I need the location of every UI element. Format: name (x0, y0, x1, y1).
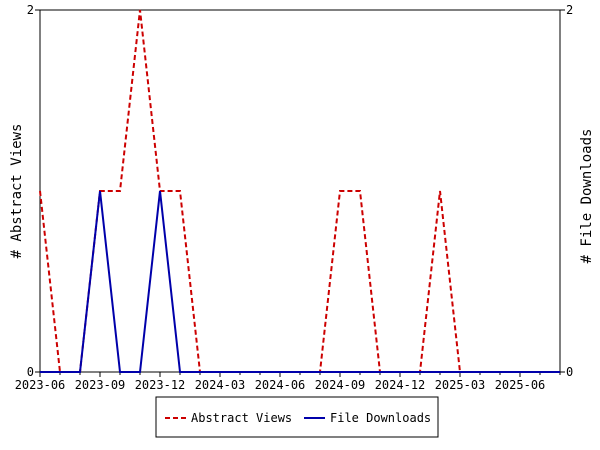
x-tick-label: 2025-03 (435, 378, 486, 392)
y-axis-right-title: # File Downloads (579, 129, 595, 264)
x-tick-label: 2024-06 (255, 378, 306, 392)
y-axis-ticks: 0 2 0 2 (27, 3, 573, 379)
series-line-abstract-views (39, 9, 560, 373)
x-axis-ticks: 2023-06 2023-09 2023-12 2024-03 2024-06 2024-… (15, 372, 561, 392)
y-left-tick-label: 2 (27, 3, 34, 17)
x-tick-label: 2024-12 (375, 378, 426, 392)
legend-label-abstract-views: Abstract Views (191, 411, 292, 425)
legend-box (155, 396, 439, 438)
x-tick-label: 2023-12 (135, 378, 186, 392)
y-left-tick-label: 0 (27, 365, 34, 379)
x-tick-label: 2023-09 (75, 378, 126, 392)
series-line-file-downloads (40, 190, 560, 373)
x-tick-label: 2025-06 (495, 378, 546, 392)
y-right-tick-label: 2 (566, 3, 573, 17)
legend: Abstract Views File Downloads (155, 396, 439, 438)
series-layer (39, 9, 561, 373)
legend-label-file-downloads: File Downloads (330, 411, 431, 425)
x-tick-label: 2024-09 (315, 378, 366, 392)
y-right-tick-label: 0 (566, 365, 573, 379)
x-tick-label: 2024-03 (195, 378, 246, 392)
x-tick-label: 2023-06 (15, 378, 66, 392)
y-axis-left-title: # Abstract Views (9, 124, 25, 259)
